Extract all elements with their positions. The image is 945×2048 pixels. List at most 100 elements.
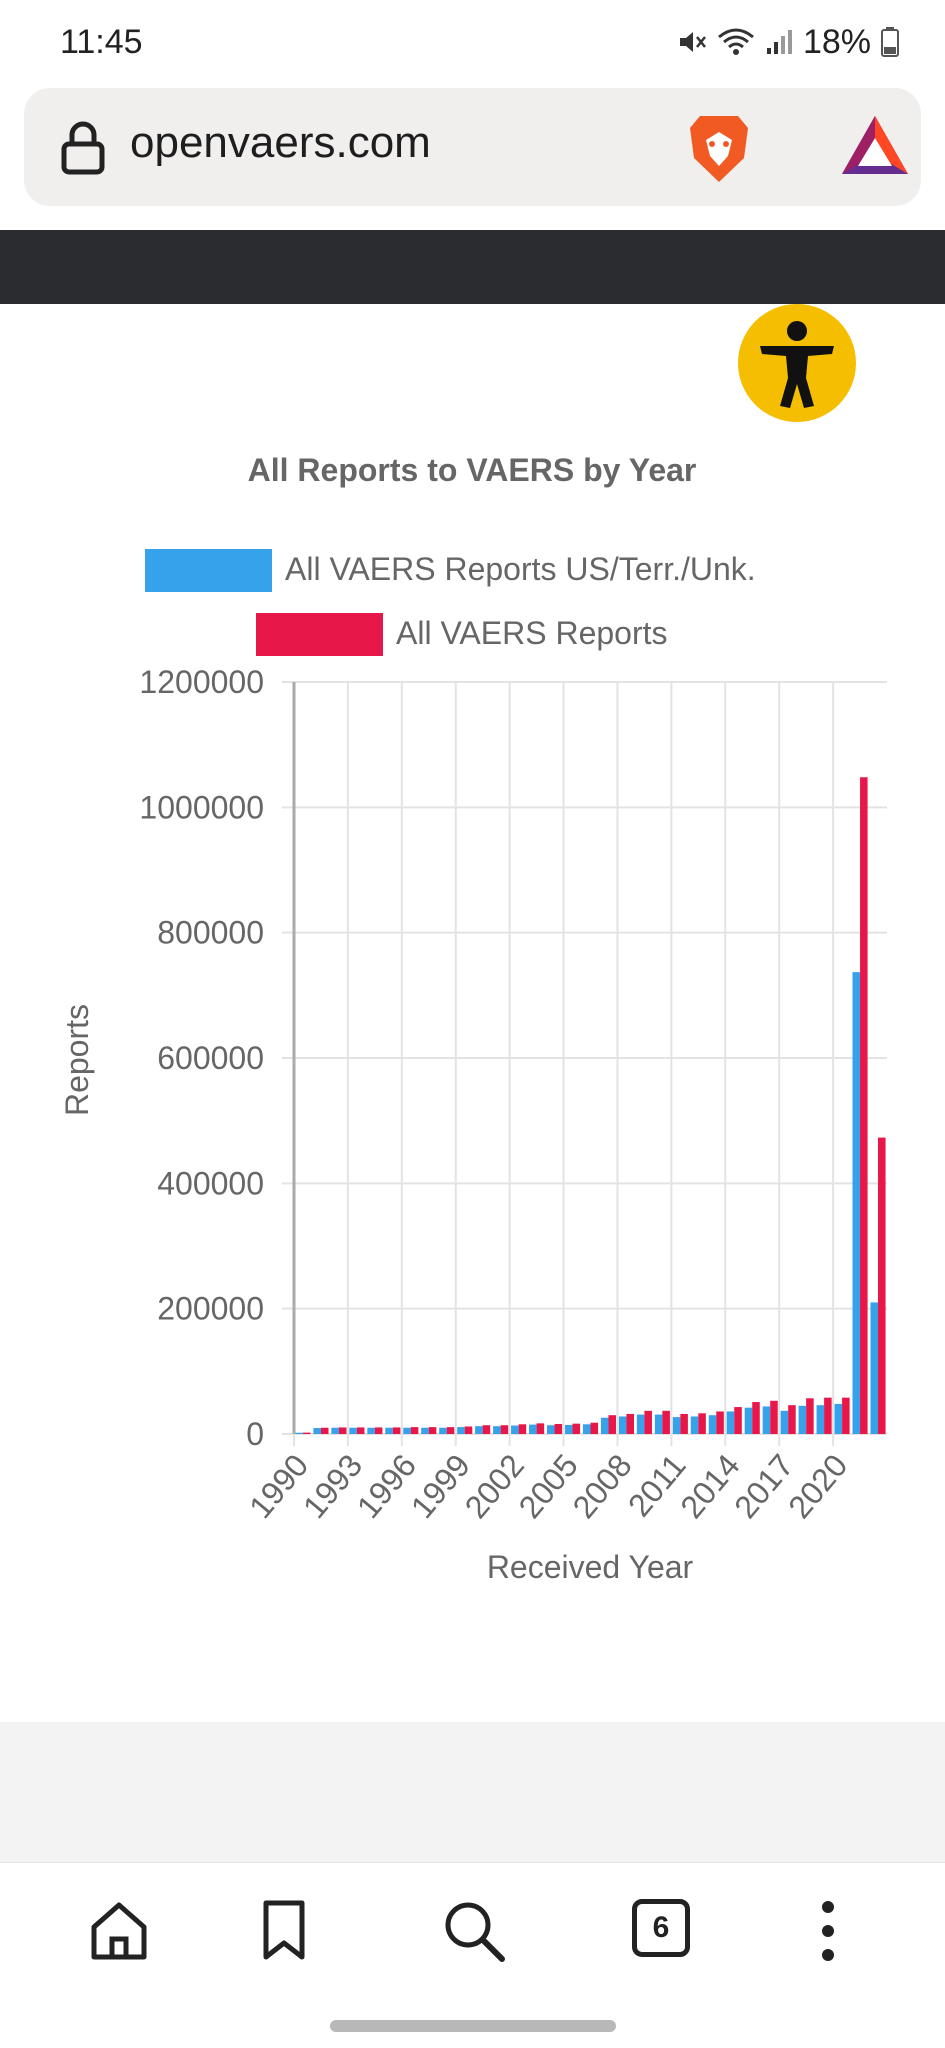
bar-all-1995[interactable] (392, 1427, 401, 1434)
status-bar: 11:45 18% (0, 0, 945, 84)
bar-us-2002[interactable] (511, 1425, 519, 1434)
lock-icon[interactable] (60, 120, 106, 176)
bar-us-2021[interactable] (852, 972, 861, 1434)
home-indicator (330, 2020, 616, 2032)
bar-all-2013[interactable] (716, 1411, 724, 1434)
x-tick-label: 2002 (458, 1447, 531, 1525)
bar-us-1992[interactable] (331, 1427, 339, 1434)
bar-all-2009[interactable] (644, 1410, 652, 1434)
bar-all-1994[interactable] (374, 1427, 383, 1434)
bar-all-1993[interactable] (356, 1427, 365, 1434)
bookmark-icon[interactable] (262, 1899, 306, 1961)
bar-all-2014[interactable] (734, 1407, 742, 1434)
vaers-chart: All Reports to VAERS by Year All VAERS R… (0, 430, 945, 1630)
home-icon[interactable] (88, 1899, 150, 1963)
bar-us-2022[interactable] (870, 1302, 879, 1434)
url-text[interactable]: openvaers.com (130, 118, 431, 167)
bar-us-2017[interactable] (780, 1410, 789, 1434)
more-menu-icon[interactable] (818, 1899, 838, 1963)
tab-count: 6 (652, 1911, 670, 1944)
bar-us-1998[interactable] (439, 1427, 447, 1434)
bar-us-2011[interactable] (672, 1417, 681, 1434)
bar-all-2002[interactable] (518, 1424, 527, 1434)
legend-label-us: All VAERS Reports US/Terr./Unk. (285, 551, 756, 587)
bar-all-2010[interactable] (662, 1410, 670, 1434)
bar-all-1998[interactable] (446, 1427, 455, 1434)
bar-all-1999[interactable] (464, 1426, 473, 1434)
bar-us-2015[interactable] (744, 1407, 753, 1434)
x-tick-label: 2020 (781, 1447, 854, 1525)
bar-all-2003[interactable] (536, 1423, 545, 1434)
bar-all-2019[interactable] (824, 1397, 832, 1434)
x-ticks: 1990199319961999200220052008201120142017… (242, 1447, 854, 1525)
signal-icon (766, 30, 792, 54)
bar-all-2012[interactable] (698, 1413, 706, 1434)
bar-us-2019[interactable] (816, 1405, 825, 1434)
bar-us-2001[interactable] (493, 1426, 501, 1434)
bar-us-2020[interactable] (834, 1403, 843, 1434)
bar-all-1991[interactable] (320, 1427, 329, 1434)
y-tick-label: 600000 (157, 1040, 264, 1076)
bar-all-2015[interactable] (752, 1402, 760, 1434)
bar-us-1990[interactable] (295, 1432, 303, 1434)
bar-all-1996[interactable] (410, 1427, 419, 1434)
brave-shields-icon[interactable] (686, 112, 752, 186)
legend-swatch-all (256, 613, 383, 656)
x-tick-label: 2017 (727, 1447, 800, 1525)
bar-us-2014[interactable] (726, 1411, 735, 1434)
bar-all-2000[interactable] (482, 1425, 491, 1434)
bar-us-1993[interactable] (349, 1427, 357, 1434)
bar-us-2007[interactable] (600, 1417, 609, 1434)
bar-all-2020[interactable] (842, 1397, 850, 1434)
bar-all-2004[interactable] (554, 1423, 563, 1434)
x-tick-label: 2005 (512, 1447, 585, 1525)
bar-all-2022[interactable] (878, 1137, 886, 1434)
bar-us-2005[interactable] (564, 1424, 573, 1434)
bar-all-2006[interactable] (590, 1422, 599, 1434)
bars (295, 777, 886, 1434)
bar-us-2000[interactable] (475, 1426, 483, 1434)
accessibility-icon[interactable] (738, 304, 856, 422)
bar-us-2018[interactable] (798, 1405, 807, 1434)
tabs-button[interactable]: 6 (632, 1899, 690, 1957)
bar-us-2006[interactable] (582, 1424, 591, 1434)
x-tick-label: 2008 (565, 1447, 638, 1525)
legend-swatch-us (145, 549, 272, 592)
bar-all-2021[interactable] (860, 777, 868, 1434)
bar-us-2003[interactable] (529, 1424, 537, 1434)
bar-us-1994[interactable] (367, 1427, 375, 1434)
x-tick-label: 1999 (404, 1447, 477, 1525)
bar-us-2009[interactable] (636, 1414, 645, 1434)
bar-us-1999[interactable] (457, 1427, 465, 1434)
bar-all-2008[interactable] (626, 1413, 634, 1434)
bar-all-2018[interactable] (806, 1398, 814, 1434)
y-axis-label: Reports (59, 1004, 95, 1116)
bar-us-2012[interactable] (690, 1416, 699, 1434)
bar-all-1990[interactable] (302, 1432, 311, 1434)
bat-rewards-icon[interactable] (840, 114, 910, 178)
bar-us-2013[interactable] (708, 1415, 717, 1434)
bar-all-2011[interactable] (680, 1413, 688, 1434)
bar-us-2004[interactable] (547, 1425, 555, 1434)
bar-all-1992[interactable] (338, 1427, 347, 1434)
bar-all-1997[interactable] (428, 1427, 437, 1434)
x-tick-label: 1993 (296, 1447, 369, 1525)
bar-us-1995[interactable] (385, 1427, 393, 1434)
bar-us-2016[interactable] (762, 1406, 771, 1434)
bar-all-2005[interactable] (572, 1423, 581, 1434)
bar-us-1996[interactable] (403, 1427, 411, 1434)
bar-us-2010[interactable] (654, 1414, 663, 1434)
page-footer-area (0, 1722, 945, 1862)
bar-us-1991[interactable] (313, 1428, 321, 1434)
bar-all-2016[interactable] (770, 1400, 778, 1434)
x-tick-label: 2014 (673, 1447, 746, 1525)
address-bar[interactable]: openvaers.com (24, 88, 921, 206)
x-tick-label: 1996 (350, 1447, 423, 1525)
bar-us-1997[interactable] (421, 1427, 429, 1434)
bar-all-2001[interactable] (500, 1425, 509, 1434)
bar-us-2008[interactable] (618, 1416, 627, 1434)
x-tick-label: 2011 (621, 1447, 693, 1523)
bar-all-2007[interactable] (608, 1415, 617, 1434)
bar-all-2017[interactable] (788, 1405, 796, 1434)
search-icon[interactable] (442, 1899, 506, 1963)
